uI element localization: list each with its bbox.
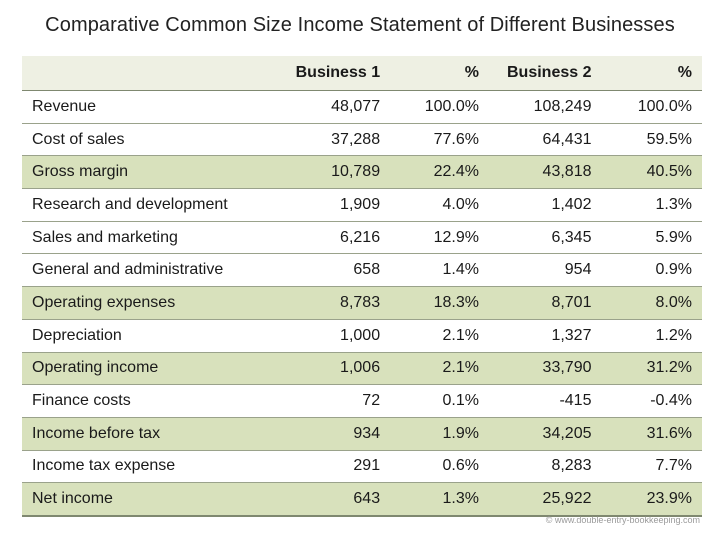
business-1-value: 934 [269, 417, 391, 451]
business-1-percent: 100.0% [390, 90, 489, 124]
business-1-percent: 1.4% [390, 253, 489, 288]
business-1-value: 48,077 [269, 90, 391, 124]
row-label: Finance costs [22, 384, 270, 418]
row-label: Income tax expense [22, 450, 270, 484]
table-row: Research and development 1,909 4.0% 1,402 1.… [22, 188, 702, 222]
header-percent-1: % [390, 56, 489, 91]
business-2-value: 43,818 [489, 155, 602, 190]
business-1-value: 37,288 [269, 123, 391, 157]
business-1-value: 8,783 [269, 286, 391, 320]
table-row: Finance costs 72 0.1% -415 -0.4% [22, 384, 702, 418]
row-label: Income before tax [22, 417, 270, 451]
business-1-value: 1,000 [269, 319, 391, 353]
business-1-percent: 0.6% [390, 450, 489, 484]
table-row: Cost of sales 37,288 77.6% 64,431 59.5% [22, 123, 702, 157]
row-label: Gross margin [22, 155, 270, 190]
business-2-percent: 59.5% [601, 123, 702, 157]
business-2-value: 1,327 [489, 319, 602, 353]
row-label: General and administrative [22, 253, 270, 288]
table-row: Net income 643 1.3% 25,922 23.9% [22, 482, 702, 517]
table-row: Operating expenses 8,783 18.3% 8,701 8.0% [22, 286, 702, 320]
business-2-value: -415 [489, 384, 602, 418]
business-2-percent: 1.2% [601, 319, 702, 353]
row-label: Cost of sales [22, 123, 270, 157]
business-2-percent: 31.6% [601, 417, 702, 451]
table-row: Revenue 48,077 100.0% 108,249 100.0% [22, 90, 702, 124]
business-2-value: 64,431 [489, 123, 602, 157]
business-2-percent: 8.0% [601, 286, 702, 320]
business-2-percent: 1.3% [601, 188, 702, 222]
business-1-value: 1,909 [269, 188, 391, 222]
business-2-value: 34,205 [489, 417, 602, 451]
header-label [22, 56, 270, 91]
business-2-percent: 5.9% [601, 221, 702, 255]
business-1-value: 72 [269, 384, 391, 418]
business-1-percent: 18.3% [390, 286, 489, 320]
business-2-value: 6,345 [489, 221, 602, 255]
business-2-percent: 40.5% [601, 155, 702, 190]
table-row: Income before tax 934 1.9% 34,205 31.6% [22, 417, 702, 451]
business-1-percent: 0.1% [390, 384, 489, 418]
business-2-value: 108,249 [489, 90, 602, 124]
business-2-percent: 31.2% [601, 352, 702, 386]
business-2-value: 954 [489, 253, 602, 288]
header-percent-2: % [601, 56, 702, 91]
copyright-watermark: © www.double-entry-bookkeeping.com [545, 515, 700, 525]
page-title: Comparative Common Size Income Statement… [45, 14, 675, 36]
row-label: Net income [22, 482, 270, 517]
business-2-percent: 23.9% [601, 482, 702, 517]
business-2-percent: 0.9% [601, 253, 702, 288]
income-statement-table: Business 1 % Business 2 % Revenue 48,077 1… [22, 56, 702, 517]
business-1-value: 643 [269, 482, 391, 517]
table-row: Gross margin 10,789 22.4% 43,818 40.5% [22, 155, 702, 190]
business-1-percent: 1.3% [390, 482, 489, 517]
row-label: Operating expenses [22, 286, 270, 320]
row-label: Depreciation [22, 319, 270, 353]
business-2-value: 1,402 [489, 188, 602, 222]
business-1-value: 1,006 [269, 352, 391, 386]
business-1-value: 291 [269, 450, 391, 484]
table-row: General and administrative 658 1.4% 954 0.9% [22, 253, 702, 288]
business-1-percent: 4.0% [390, 188, 489, 222]
row-label: Revenue [22, 90, 270, 124]
row-label: Research and development [22, 188, 270, 222]
header-business-1: Business 1 [269, 56, 391, 91]
business-1-percent: 22.4% [390, 155, 489, 190]
business-1-value: 10,789 [269, 155, 391, 190]
table-row: Sales and marketing 6,216 12.9% 6,345 5.9% [22, 221, 702, 255]
business-1-value: 6,216 [269, 221, 391, 255]
business-1-percent: 2.1% [390, 352, 489, 386]
business-2-value: 8,701 [489, 286, 602, 320]
business-2-percent: -0.4% [601, 384, 702, 418]
header-business-2: Business 2 [489, 56, 602, 91]
business-1-percent: 1.9% [390, 417, 489, 451]
table-header-row: Business 1 % Business 2 % [22, 56, 702, 91]
business-2-value: 33,790 [489, 352, 602, 386]
table-row: Income tax expense 291 0.6% 8,283 7.7% [22, 450, 702, 484]
business-2-value: 25,922 [489, 482, 602, 517]
business-1-percent: 12.9% [390, 221, 489, 255]
row-label: Sales and marketing [22, 221, 270, 255]
row-label: Operating income [22, 352, 270, 386]
business-1-value: 658 [269, 253, 391, 288]
table-row: Operating income 1,006 2.1% 33,790 31.2% [22, 352, 702, 386]
business-1-percent: 77.6% [390, 123, 489, 157]
business-2-value: 8,283 [489, 450, 602, 484]
table-row: Depreciation 1,000 2.1% 1,327 1.2% [22, 319, 702, 353]
business-1-percent: 2.1% [390, 319, 489, 353]
business-2-percent: 7.7% [601, 450, 702, 484]
business-2-percent: 100.0% [601, 90, 702, 124]
